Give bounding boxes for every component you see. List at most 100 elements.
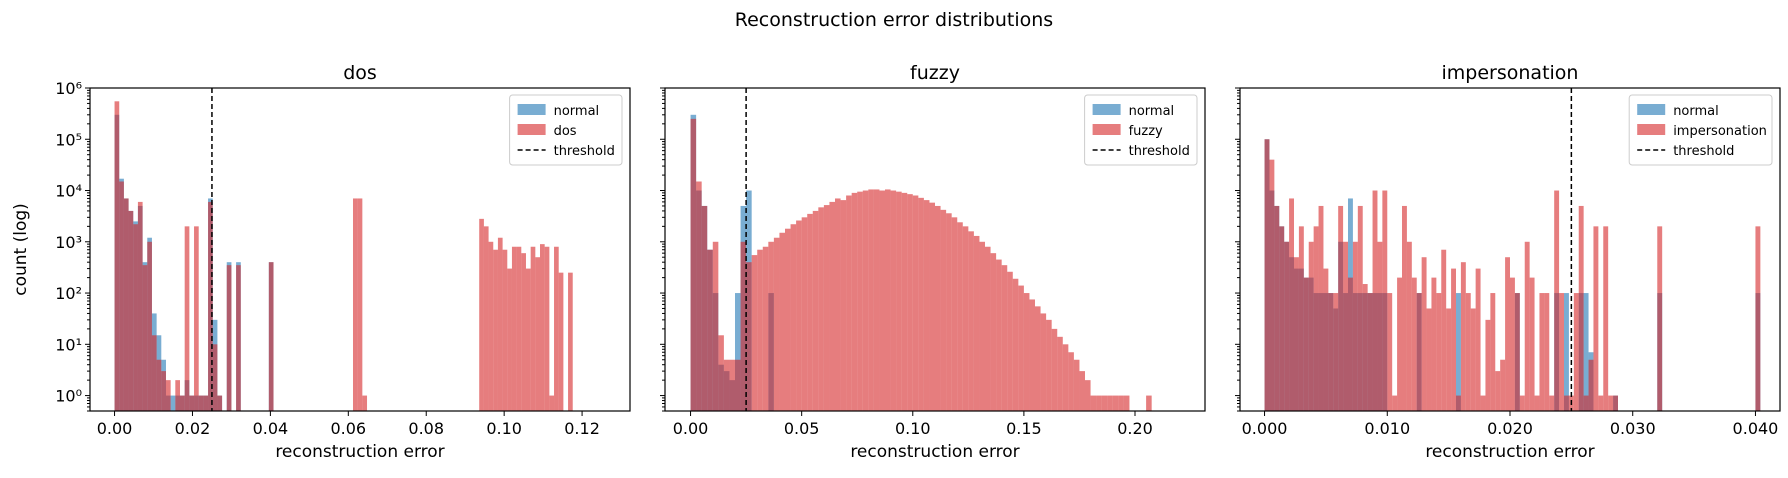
bar-impersonation xyxy=(1362,284,1368,411)
bar-impersonation xyxy=(1274,205,1280,411)
bar-fuzzy xyxy=(923,200,930,411)
bar-impersonation xyxy=(1436,293,1442,411)
bar-fuzzy xyxy=(740,241,747,411)
bar-fuzzy xyxy=(723,359,730,411)
x-axis-label: reconstruction error xyxy=(1425,442,1594,462)
bar-dos xyxy=(493,249,498,411)
bar-dos xyxy=(357,198,363,411)
y-tick-label: 10³ xyxy=(55,233,82,252)
bar-impersonation xyxy=(1519,395,1525,411)
bar-dos xyxy=(142,265,148,411)
bar-impersonation xyxy=(1451,268,1456,411)
bar-fuzzy xyxy=(996,259,1002,411)
bar-fuzzy xyxy=(801,217,808,411)
bar-dos xyxy=(236,265,241,411)
x-tick-label: 0.04 xyxy=(253,419,289,438)
x-tick-label: 0.000 xyxy=(1242,419,1288,438)
legend: normal fuzzy threshold xyxy=(1084,94,1198,166)
bar-dos xyxy=(479,218,484,411)
bar-fuzzy xyxy=(818,207,824,411)
bar-dos xyxy=(151,335,157,411)
bar-fuzzy xyxy=(735,359,741,411)
y-axis-label: count (log) xyxy=(11,203,31,296)
legend-label: fuzzy xyxy=(1129,124,1163,139)
bar-normal xyxy=(735,293,741,411)
bar-impersonation xyxy=(1514,293,1520,411)
bar-impersonation xyxy=(1328,293,1334,411)
bar-impersonation xyxy=(1480,395,1486,411)
bar-impersonation xyxy=(1382,190,1388,411)
bar-impersonation xyxy=(1564,395,1569,411)
bar-dos xyxy=(128,210,134,411)
bar-impersonation xyxy=(1583,395,1589,411)
x-tick-label: 0.020 xyxy=(1487,419,1533,438)
bar-impersonation xyxy=(1372,190,1378,411)
bar-impersonation xyxy=(1554,190,1560,411)
bar-normal xyxy=(1583,293,1589,411)
bar-fuzzy xyxy=(1012,278,1019,411)
x-tick-label: 0.05 xyxy=(784,419,820,438)
bar-impersonation xyxy=(1406,241,1412,411)
bar-fuzzy xyxy=(701,205,708,411)
bar-fuzzy xyxy=(1035,306,1041,411)
x-tick-label: 0.030 xyxy=(1610,419,1656,438)
bar-fuzzy xyxy=(873,189,880,411)
bar-fuzzy xyxy=(935,205,941,411)
x-tick-label: 0.00 xyxy=(97,419,133,438)
bar-dos xyxy=(189,395,195,411)
bar-fuzzy xyxy=(812,210,819,411)
x-tick-label: 0.15 xyxy=(1006,419,1042,438)
bar-impersonation xyxy=(1387,293,1393,411)
bar-dos xyxy=(488,241,494,411)
bar-fuzzy xyxy=(962,226,969,411)
bar-fuzzy xyxy=(896,191,902,411)
bar-dos xyxy=(194,226,199,411)
bar-fuzzy xyxy=(729,359,735,411)
bar-fuzzy xyxy=(1096,395,1102,411)
legend-swatch-fuzzy xyxy=(1092,124,1121,135)
bar-impersonation xyxy=(1559,293,1564,411)
bar-fuzzy xyxy=(968,231,974,411)
legend-swatch-normal xyxy=(517,104,546,115)
bar-impersonation xyxy=(1343,241,1348,411)
bar-impersonation xyxy=(1613,395,1618,411)
bar-impersonation xyxy=(1544,293,1550,411)
bar-fuzzy xyxy=(762,246,769,411)
bar-fuzzy xyxy=(1007,271,1013,411)
bar-dos xyxy=(568,272,573,411)
bar-impersonation xyxy=(1485,319,1491,411)
bar-fuzzy xyxy=(951,217,958,411)
bar-impersonation xyxy=(1352,241,1358,411)
bar-dos xyxy=(165,380,171,411)
bar-dos xyxy=(203,395,209,411)
panel-title: dos xyxy=(343,62,377,84)
bar-normal xyxy=(1564,293,1569,411)
bar-dos xyxy=(147,241,152,411)
bar-impersonation xyxy=(1308,241,1314,411)
bar-fuzzy xyxy=(773,237,780,411)
bar-dos xyxy=(119,181,124,411)
bar-fuzzy xyxy=(796,220,802,411)
figure-title: Reconstruction error distributions xyxy=(735,9,1053,31)
bar-fuzzy xyxy=(1040,313,1047,411)
bar-impersonation xyxy=(1411,277,1417,411)
bar-dos xyxy=(175,380,180,411)
legend-label: normal xyxy=(554,104,600,119)
bar-impersonation xyxy=(1465,293,1471,411)
bar-dos xyxy=(362,395,368,411)
legend-label: impersonation xyxy=(1673,124,1767,139)
bar-fuzzy xyxy=(907,194,913,411)
bar-fuzzy xyxy=(1023,293,1030,411)
bar-fuzzy xyxy=(712,241,719,411)
bar-fuzzy xyxy=(1079,371,1085,411)
bar-impersonation xyxy=(1524,241,1530,411)
bar-dos xyxy=(535,257,540,411)
bar-fuzzy xyxy=(835,198,841,411)
bar-fuzzy xyxy=(946,213,952,411)
bar-impersonation xyxy=(1426,308,1432,411)
bar-fuzzy xyxy=(1090,395,1097,411)
bar-fuzzy xyxy=(718,335,724,411)
bar-fuzzy xyxy=(973,235,980,411)
legend-label: dos xyxy=(554,124,577,139)
